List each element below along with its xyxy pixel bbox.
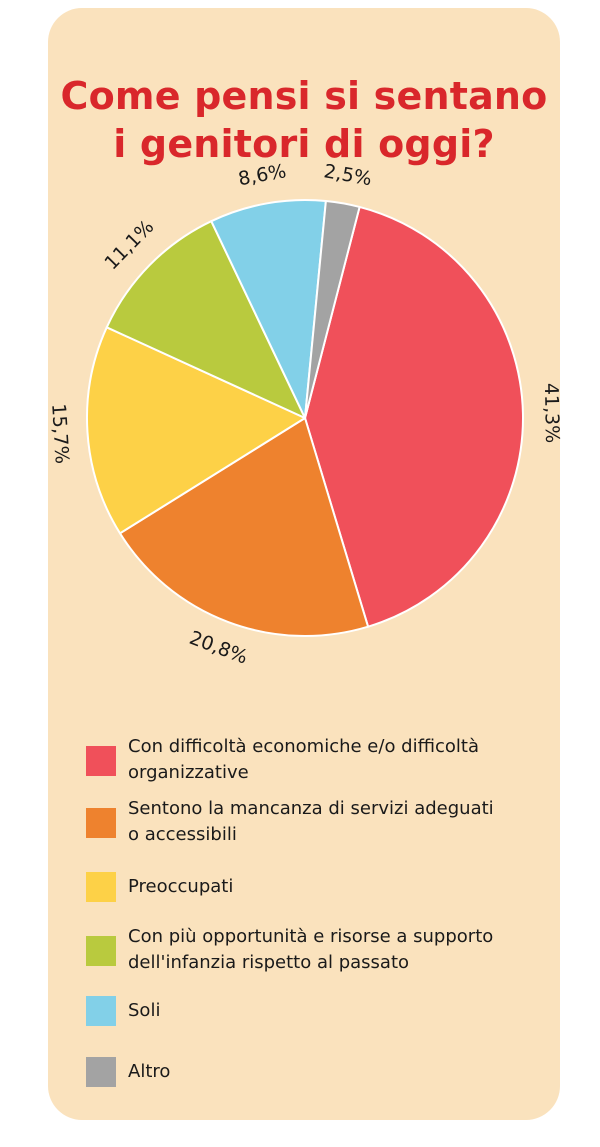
pie-slice-servizi: [119, 417, 370, 637]
legend-label-servizi: Sentono la mancanza di servizi adeguati …: [128, 796, 528, 848]
legend-label-line: Con più opportunità e risorse a supporto: [128, 926, 494, 947]
legend-swatch-difficolta: [86, 746, 116, 776]
legend-swatch-altro: [86, 1057, 116, 1087]
legend-swatch-opportunita: [86, 936, 116, 966]
pie-slice-soli: [210, 199, 327, 419]
pie-label-soli: 8,6%: [237, 160, 288, 190]
legend-label-line: Sentono la mancanza di servizi adeguati: [128, 798, 494, 819]
pie-slice-preoccupati: [86, 326, 306, 535]
legend-label-opportunita: Con più opportunità e risorse a supporto…: [128, 924, 528, 976]
legend-label-altro: Altro: [128, 1059, 528, 1085]
legend-swatch-preoccupati: [86, 872, 116, 902]
pie-slice-altro: [304, 200, 361, 419]
legend-label-line: Preoccupati: [128, 876, 234, 897]
legend-label-preoccupati: Preoccupati: [128, 874, 528, 900]
legend-label-line: organizzative: [128, 762, 249, 783]
legend-label-line: Soli: [128, 1000, 161, 1021]
pie-slice-difficolta: [304, 205, 524, 628]
legend-swatch-servizi: [86, 808, 116, 838]
legend-label-line: Con difficoltà economiche e/o difficoltà: [128, 736, 479, 757]
pie-label-difficolta: 41,3%: [540, 383, 563, 444]
pie-label-preoccupati: 15,7%: [47, 403, 73, 465]
chart-title-line-2: i genitori di oggi?: [113, 122, 495, 166]
chart-title: Come pensi si sentano i genitori di oggi…: [48, 72, 560, 168]
legend-label-soli: Soli: [128, 998, 528, 1024]
legend-label-line: dell'infanzia rispetto al passato: [128, 952, 410, 973]
pie-label-altro: 2,5%: [322, 160, 373, 190]
legend-label-difficolta: Con difficoltà economiche e/o difficoltà…: [128, 734, 528, 786]
legend-label-line: Altro: [128, 1061, 171, 1082]
pie-chart: 41,3%20,8%15,7%11,1%8,6% 2,5%: [47, 160, 563, 669]
chart-title-line-1: Come pensi si sentano: [60, 74, 548, 118]
legend-swatch-soli: [86, 996, 116, 1026]
pie-label-servizi: 20,8%: [186, 627, 250, 669]
pie-slice-opportunita: [105, 220, 306, 419]
legend-label-line: o accessibili: [128, 824, 237, 845]
